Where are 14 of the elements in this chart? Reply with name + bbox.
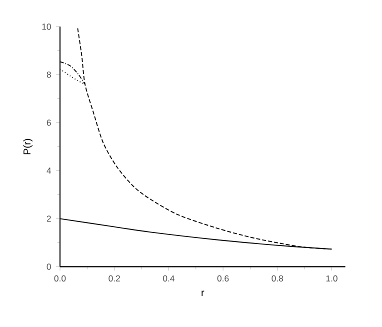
y-tick-label: 4 — [46, 168, 52, 174]
x-tick-label: 0.4 — [163, 275, 174, 282]
y-axis-title: P(r) — [23, 138, 32, 154]
y-tick-label: 6 — [46, 120, 51, 126]
y-tick-label: 2 — [46, 216, 51, 222]
y-tick-label: 10 — [42, 24, 51, 30]
x-tick-label: 1.0 — [326, 275, 338, 282]
x-tick-label: 0.8 — [272, 275, 284, 282]
x-tick-label: 0.2 — [108, 275, 120, 282]
y-tick-label: 0 — [46, 264, 51, 270]
x-axis-title: r — [202, 290, 204, 296]
y-tick-label: 8 — [46, 72, 51, 78]
x-tick-label: 0.6 — [217, 275, 229, 282]
x-tick-label: 0.0 — [54, 275, 66, 282]
